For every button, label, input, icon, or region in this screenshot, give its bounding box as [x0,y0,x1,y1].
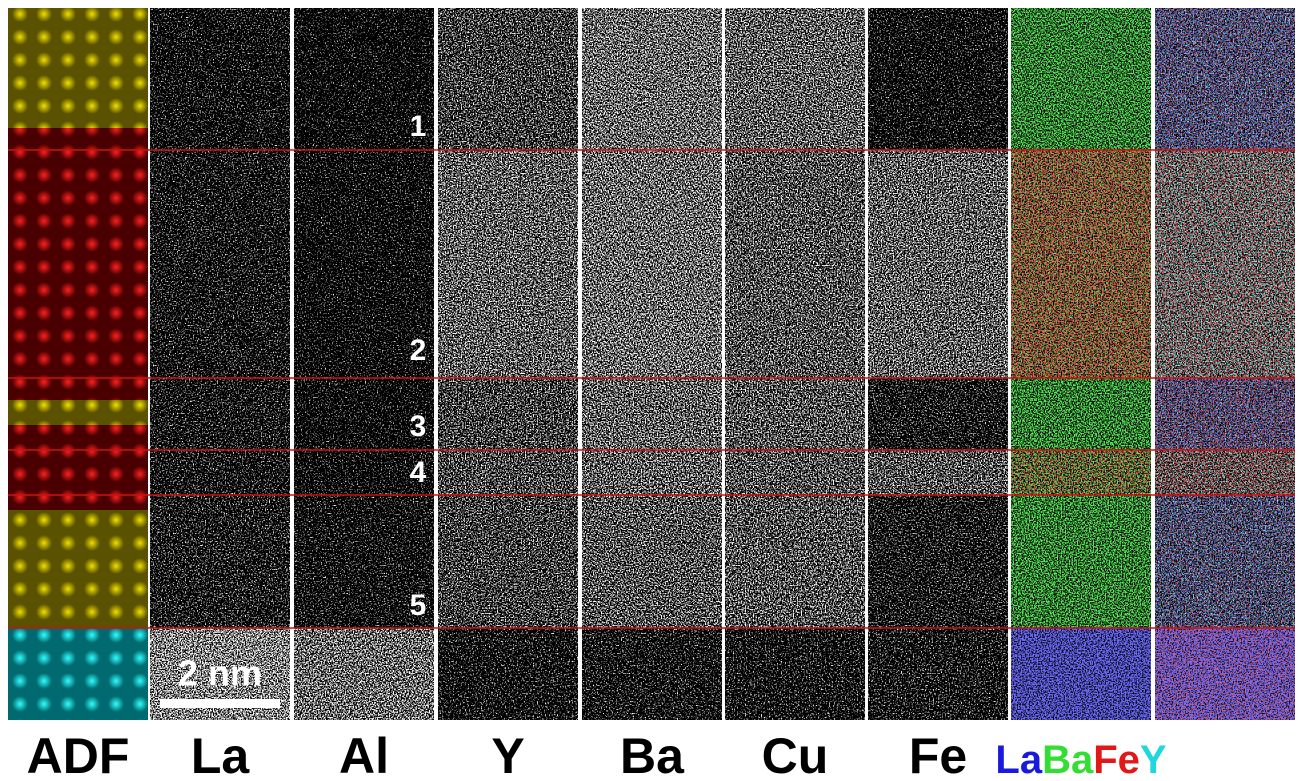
map-region [725,495,865,628]
map-region [294,628,434,720]
map-region [582,150,722,378]
map-region [725,8,865,150]
composite-element: La [995,738,1042,781]
adf-band [8,510,148,628]
map-region [438,378,578,450]
map-region [725,628,865,720]
map-region [725,378,865,450]
map-region [582,378,722,450]
composite-region [1155,628,1295,720]
composite-region [1155,495,1295,628]
map-region [150,450,290,495]
layer-number: 1 [410,110,427,143]
composite-region [1155,450,1295,495]
map-region [582,450,722,495]
composite-region [1011,628,1151,720]
map-region [868,150,1008,378]
map-region [294,450,434,495]
map-region [438,495,578,628]
adf-band [8,8,148,128]
adf-band [8,425,148,510]
composite-region [1155,150,1295,378]
map-region [294,150,434,378]
composite-region [1155,8,1295,150]
map-region [294,8,434,150]
panel-label: Al [339,728,389,781]
map-region [294,495,434,628]
map-region [150,8,290,150]
composite-region [1011,495,1151,628]
adf-band [8,400,148,425]
panel-label: La [191,728,251,781]
layer-lines [8,149,1295,629]
composite-element: Y [1140,738,1167,781]
map-region [868,8,1008,150]
adf-band [8,628,148,720]
panel-label: Fe [909,728,967,781]
panel-label: Y [491,728,524,781]
scale-bar [160,699,280,708]
map-region [868,495,1008,628]
map-region [582,495,722,628]
composite-region [1011,8,1151,150]
map-region [150,150,290,378]
map-region [582,628,722,720]
map-region [582,8,722,150]
map-region [438,450,578,495]
map-region [725,450,865,495]
map-region [868,450,1008,495]
map-region [150,378,290,450]
layer-number: 5 [410,589,427,622]
composite-region [1155,378,1295,450]
adf-band [8,128,148,400]
layer-number: 2 [410,334,427,367]
layer-number: 3 [410,410,427,443]
panels [8,8,1295,720]
composite-label: LaBaFeY [995,738,1167,781]
panel-label: ADF [27,728,130,781]
map-region [438,8,578,150]
layer-number: 4 [410,456,427,489]
composite-region [1011,150,1151,378]
panel-label: Cu [762,728,829,781]
composite-element: Fe [1093,738,1140,781]
panel-label: Ba [620,728,685,781]
map-region [150,495,290,628]
map-region [868,378,1008,450]
composite-element: Ba [1042,738,1094,781]
composite-region [1011,450,1151,495]
map-region [438,150,578,378]
composite-region [1011,378,1151,450]
map-region [438,628,578,720]
scale-bar-label: 2 nm [178,653,262,694]
map-region [294,378,434,450]
map-region [868,628,1008,720]
map-region [725,150,865,378]
